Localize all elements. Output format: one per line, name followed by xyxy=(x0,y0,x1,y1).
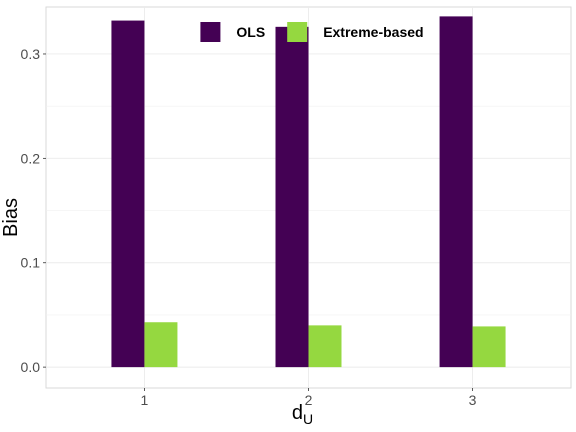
y-axis: 0.0 0.1 0.2 0.3 xyxy=(21,46,46,375)
x-axis: 1 2 3 xyxy=(141,388,477,408)
legend-swatch-extreme-based xyxy=(287,22,308,42)
y-axis-title: Bias xyxy=(0,198,22,237)
x-tick-label: 2 xyxy=(305,392,313,408)
bar-extreme-based-2 xyxy=(308,325,342,368)
y-tick-label: 0.3 xyxy=(21,46,41,62)
bar-extreme-based-3 xyxy=(472,326,506,368)
x-axis-title-main: d xyxy=(292,402,303,424)
y-tick-label: 0.2 xyxy=(21,150,41,166)
x-tick-label: 1 xyxy=(141,392,149,408)
legend-label: Extreme-based xyxy=(323,24,423,40)
bar-ols-1 xyxy=(111,20,145,368)
y-tick-label: 0.1 xyxy=(21,255,41,271)
x-axis-title-subscript: U xyxy=(303,411,313,427)
legend-swatch-ols xyxy=(200,22,221,42)
legend: OLS Extreme-based xyxy=(200,22,424,42)
x-tick-label: 3 xyxy=(469,392,477,408)
bars xyxy=(111,16,506,368)
y-tick-label: 0.0 xyxy=(21,359,41,375)
bar-ols-2 xyxy=(275,26,309,368)
bar-ols-3 xyxy=(439,16,473,368)
legend-label: OLS xyxy=(236,24,265,40)
bar-extreme-based-1 xyxy=(144,322,178,368)
x-axis-title: dU xyxy=(292,402,313,427)
